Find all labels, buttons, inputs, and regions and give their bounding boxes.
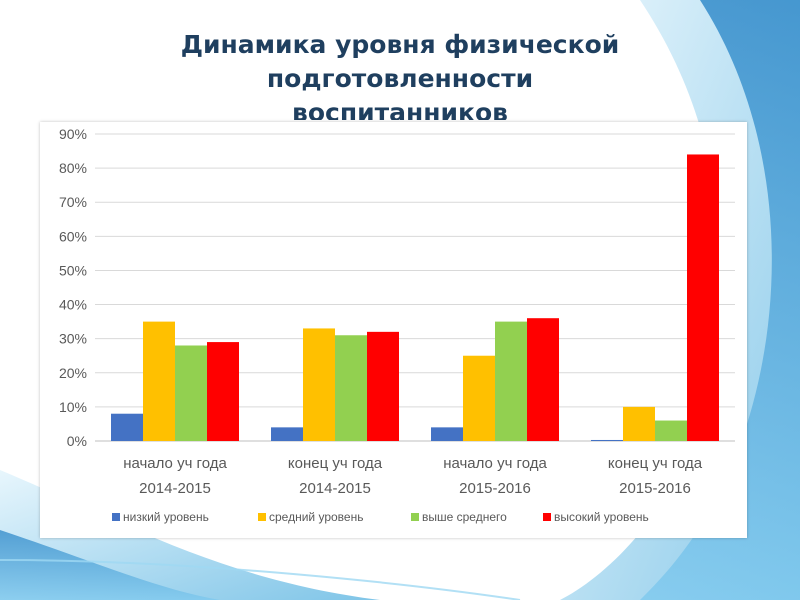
title-line-2: подготовленности (266, 64, 534, 93)
bar (623, 406, 655, 441)
legend-swatch (112, 513, 120, 521)
title-line-3: воспитанников (292, 98, 508, 120)
category-label: конец уч года (608, 455, 703, 472)
bar (111, 413, 143, 441)
bar (655, 420, 687, 441)
legend-label: средний уровень (269, 510, 363, 524)
y-tick-label: 20% (59, 365, 87, 381)
bar (463, 355, 495, 441)
y-tick-label: 0% (67, 433, 87, 449)
y-tick-label: 40% (59, 297, 87, 313)
bars (111, 154, 719, 441)
category-label: начало уч года (443, 455, 547, 472)
chart-panel: 0% 10% 20% 30% 40% 50% 60% 70% 80% 90% начало уч … (40, 122, 747, 538)
bar (591, 439, 623, 441)
legend-label: высокий уровень (554, 510, 649, 524)
bar (271, 427, 303, 441)
slide-title: Динамика уровня физической подготовленно… (0, 28, 800, 120)
legend-swatch (411, 513, 419, 521)
bar (431, 427, 463, 441)
y-tick-label: 30% (59, 331, 87, 347)
category-label: 2014-2015 (139, 480, 211, 497)
legend: низкий уровень средний уровень выше средне… (112, 510, 649, 524)
y-tick-label: 50% (59, 262, 87, 278)
bar (527, 318, 559, 441)
category-label: 2014-2015 (299, 480, 371, 497)
y-tick-label: 90% (59, 126, 87, 142)
y-tick-label: 80% (59, 160, 87, 176)
legend-swatch (258, 513, 266, 521)
bar (687, 154, 719, 441)
category-label: 2015-2016 (619, 480, 691, 497)
category-label: 2015-2016 (459, 480, 531, 497)
bar (175, 345, 207, 441)
bar (495, 321, 527, 441)
y-tick-label: 10% (59, 399, 87, 415)
y-tick-label: 70% (59, 194, 87, 210)
bar (335, 335, 367, 441)
legend-label: низкий уровень (123, 510, 209, 524)
bar (143, 321, 175, 441)
legend-label: выше среднего (422, 510, 507, 524)
bar (303, 328, 335, 441)
category-label: начало уч года (123, 455, 227, 472)
bar (367, 331, 399, 441)
category-label: конец уч года (288, 455, 383, 472)
bar-chart: 0% 10% 20% 30% 40% 50% 60% 70% 80% 90% начало уч … (59, 126, 735, 524)
bar (207, 342, 239, 441)
title-line-1: Динамика уровня физической (180, 30, 620, 59)
legend-swatch (543, 513, 551, 521)
x-axis-categories: начало уч года 2014-2015 конец уч года 2014… (123, 455, 703, 497)
y-axis-ticks: 0% 10% 20% 30% 40% 50% 60% 70% 80% 90% (59, 126, 87, 449)
y-tick-label: 60% (59, 228, 87, 244)
